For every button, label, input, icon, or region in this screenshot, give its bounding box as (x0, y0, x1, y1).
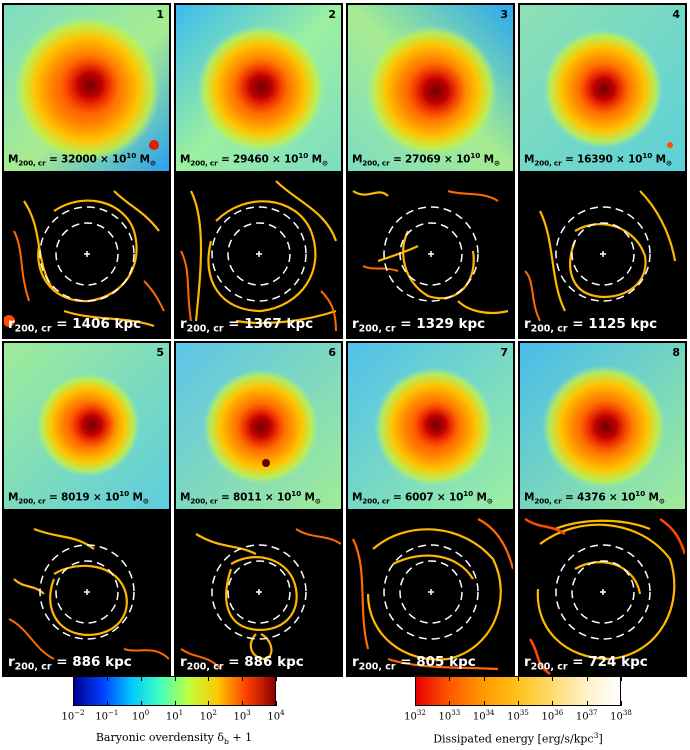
colorbar-tick (483, 701, 485, 706)
colorbar-tick-label: 102 (199, 709, 217, 723)
halo-column-6: 6 M200, cr = 8011 × 1010 M⊙ r200, cr = 8… (174, 341, 343, 677)
density-map-1: 1 M200, cr = 32000 × 1010 M⊙ (4, 5, 169, 171)
colorbar-tick (174, 701, 176, 706)
colorbar-tick (449, 676, 451, 681)
density-map-8: 8 M200, cr = 4376 × 1010 M⊙ (520, 343, 685, 509)
halo-column-8: 8 M200, cr = 4376 × 1010 M⊙ r200, cr = 7… (518, 341, 687, 677)
colorbar-tick (586, 676, 588, 681)
halo-column-2: 2 M200, cr = 29460 × 1010 M⊙ r200, cr = … (174, 3, 343, 339)
shock-map-4: r200, cr = 1125 kpc (520, 171, 685, 337)
colorbar-tick (174, 676, 176, 681)
colorbar-tick (106, 701, 108, 706)
colorbar-tick-label: 1032 (404, 709, 426, 723)
mass-label: M200, cr = 27069 × 1010 M⊙ (352, 151, 500, 168)
colorbar-tick-label: 1033 (438, 709, 461, 723)
shock-map-2: r200, cr = 1367 kpc (176, 171, 341, 337)
colorbar-tick (242, 676, 244, 681)
colorbar-tick (518, 676, 519, 681)
mass-label: M200, cr = 16390 × 1010 M⊙ (524, 151, 672, 168)
colorbar-tick (586, 701, 588, 706)
colorbar-tick (208, 676, 210, 681)
colorbar-tick (483, 676, 485, 681)
panel-number: 6 (328, 346, 336, 359)
halo-column-3: 3 M200, cr = 27069 × 1010 M⊙ r200, cr = … (346, 3, 515, 339)
colorbar-tick-label: 1035 (507, 709, 529, 723)
radius-label: r200, cr = 1329 kpc (352, 316, 486, 335)
colorbar-tick-label: 1037 (575, 709, 598, 723)
colorbar-tick-label: 103 (233, 709, 251, 723)
radius-label: r200, cr = 886 kpc (8, 654, 132, 673)
colorbar-tick (449, 701, 451, 706)
panel-number: 1 (156, 8, 164, 21)
halo-column-5: 5 M200, cr = 8019 × 1010 M⊙ r200, cr = 8… (2, 341, 171, 677)
colorbar-tick-label: 1036 (541, 709, 564, 723)
colorbar-tick (73, 676, 74, 681)
halo-column-4: 4 M200, cr = 16390 × 1010 M⊙ r200, cr = … (518, 3, 687, 339)
mass-label: M200, cr = 6007 × 1010 M⊙ (352, 489, 493, 506)
colorbar-tick (140, 701, 142, 706)
mass-label: M200, cr = 29460 × 1010 M⊙ (180, 151, 328, 168)
colorbar-tick (276, 701, 277, 706)
radius-label: r200, cr = 1406 kpc (8, 316, 142, 335)
colorbar-tick (552, 701, 554, 706)
colorbar-tick-label: 10−2 (61, 709, 85, 723)
colorbar-tick (208, 701, 210, 706)
colorbar-tick (415, 676, 416, 681)
shock-map-3: r200, cr = 1329 kpc (348, 171, 513, 337)
density-map-2: 2 M200, cr = 29460 × 1010 M⊙ (176, 5, 341, 171)
colorbar-tick (518, 701, 519, 706)
panel-number: 3 (500, 8, 508, 21)
colorbar-tick (242, 701, 244, 706)
colorbar-tick-label: 101 (165, 709, 184, 723)
colorbar-tick (106, 676, 108, 681)
colorbar-density-label: Baryonic overdensity δb + 1 (95, 731, 253, 747)
density-map-4: 4 M200, cr = 16390 × 1010 M⊙ (520, 5, 685, 171)
radius-label: r200, cr = 724 kpc (524, 654, 648, 673)
radius-label: r200, cr = 1125 kpc (524, 316, 658, 335)
mass-label: M200, cr = 8019 × 1010 M⊙ (8, 489, 149, 506)
shock-map-7: r200, cr = 805 kpc (348, 509, 513, 675)
colorbar-tick (140, 676, 142, 681)
figure-block-top: 1 M200, cr = 32000 × 1010 M⊙ r200, cr = … (2, 3, 688, 339)
shock-map-8: r200, cr = 724 kpc (520, 509, 685, 675)
density-map-3: 3 M200, cr = 27069 × 1010 M⊙ (348, 5, 513, 171)
colorbar-tick-label: 10−1 (95, 709, 119, 723)
colorbar-tick (621, 701, 622, 706)
colorbar-tick-label: 100 (132, 709, 150, 723)
colorbar-tick-label: 1038 (610, 709, 632, 723)
panel-number: 7 (500, 346, 508, 359)
mass-label: M200, cr = 8011 × 1010 M⊙ (180, 489, 321, 506)
colorbar-tick (621, 676, 622, 681)
panel-number: 2 (328, 8, 336, 21)
mass-label: M200, cr = 4376 × 1010 M⊙ (524, 489, 665, 506)
panel-number: 4 (672, 8, 680, 21)
density-map-7: 7 M200, cr = 6007 × 1010 M⊙ (348, 343, 513, 509)
colorbar-tick (276, 676, 277, 681)
halo-column-1: 1 M200, cr = 32000 × 1010 M⊙ r200, cr = … (2, 3, 171, 339)
panel-number: 8 (672, 346, 680, 359)
colorbar-tick (415, 701, 416, 706)
colorbar-tick (552, 676, 554, 681)
colorbar-energy-label: Dissipated energy [erg/s/kpc3] (433, 731, 603, 746)
radius-label: r200, cr = 1367 kpc (180, 316, 314, 335)
shock-map-6: r200, cr = 886 kpc (176, 509, 341, 675)
colorbar-tick-label: 1034 (472, 709, 495, 723)
shock-map-1: r200, cr = 1406 kpc (4, 171, 169, 337)
radius-label: r200, cr = 805 kpc (352, 654, 476, 673)
figure-block-bottom: 5 M200, cr = 8019 × 1010 M⊙ r200, cr = 8… (2, 341, 688, 677)
halo-column-7: 7 M200, cr = 6007 × 1010 M⊙ r200, cr = 8… (346, 341, 515, 677)
density-map-5: 5 M200, cr = 8019 × 1010 M⊙ (4, 343, 169, 509)
shock-map-5: r200, cr = 886 kpc (4, 509, 169, 675)
radius-label: r200, cr = 886 kpc (180, 654, 304, 673)
colorbar-tick (73, 701, 74, 706)
density-map-6: 6 M200, cr = 8011 × 1010 M⊙ (176, 343, 341, 509)
mass-label: M200, cr = 32000 × 1010 M⊙ (8, 151, 156, 168)
panel-number: 5 (156, 346, 164, 359)
colorbar-tick-label: 104 (267, 709, 285, 723)
